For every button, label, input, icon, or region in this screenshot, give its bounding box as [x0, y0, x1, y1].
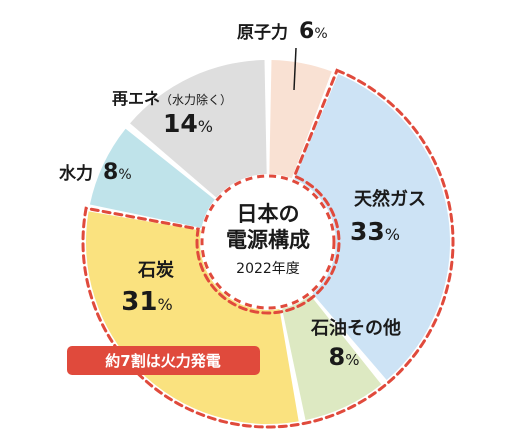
slice-label-0: 原子力 — [237, 22, 288, 43]
chart-subtitle: 2022年度 — [236, 261, 300, 277]
slice-2 — [282, 295, 382, 421]
slice-1 — [294, 74, 450, 380]
slice-value-1: 33% — [350, 217, 400, 246]
thermal-outline — [81, 68, 455, 429]
slice-4 — [89, 128, 215, 228]
slice-label-suffix-5: （水力除く） — [160, 92, 232, 107]
center-outline — [200, 174, 336, 310]
slice-label-4: 水力 — [59, 163, 93, 184]
nuclear-leader-line — [293, 47, 297, 91]
slice-label-1: 天然ガス — [354, 188, 426, 210]
slice-label-5: 再エネ（水力除く） — [112, 89, 232, 108]
percent-sign-5: % — [198, 117, 213, 136]
slice-5 — [130, 60, 267, 198]
percent-sign-4: % — [118, 167, 131, 183]
callout-box — [67, 346, 260, 375]
slice-label-2: 石油その他 — [310, 317, 401, 339]
annotation-callout: 約7割は火力発電 — [67, 346, 260, 375]
slice-0 — [269, 60, 332, 179]
chart-title-line-1: 日本の — [237, 202, 300, 226]
percent-sign-2: % — [345, 351, 359, 369]
percent-sign-0: % — [314, 26, 327, 42]
slice-value-2: 8% — [329, 343, 360, 371]
slice-label-3: 石炭 — [137, 259, 174, 281]
chart-title-line-2: 電源構成 — [226, 228, 310, 252]
percent-sign-1: % — [385, 225, 400, 244]
callout-text: 約7割は火力発電 — [105, 352, 220, 370]
percent-sign-3: % — [157, 295, 172, 314]
slice-value-0: 6% — [299, 19, 328, 44]
